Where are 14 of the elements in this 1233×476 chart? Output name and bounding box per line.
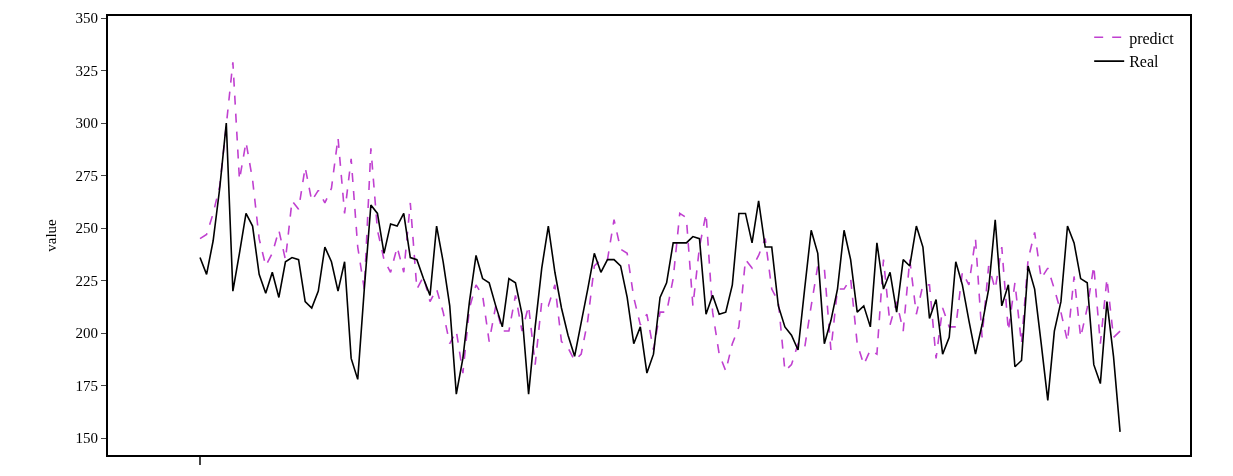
line-series: [199, 122, 1121, 433]
y-tick-label: 350: [75, 10, 98, 27]
y-tick-label: 200: [75, 325, 98, 342]
legend-label: Real: [1129, 53, 1160, 71]
y-tick-label: 250: [75, 220, 98, 237]
y-axis-title: value: [43, 218, 60, 252]
y-tick-label: 175: [75, 377, 98, 394]
line-series: [199, 61, 1121, 374]
y-tick-label: 225: [75, 272, 98, 289]
y-tick-label: 275: [75, 167, 98, 184]
y-tick-label: 300: [75, 115, 98, 132]
y-tick-label: 325: [75, 62, 98, 79]
y-tick-label: 150: [75, 430, 98, 447]
legend-label: predict: [1129, 29, 1175, 48]
